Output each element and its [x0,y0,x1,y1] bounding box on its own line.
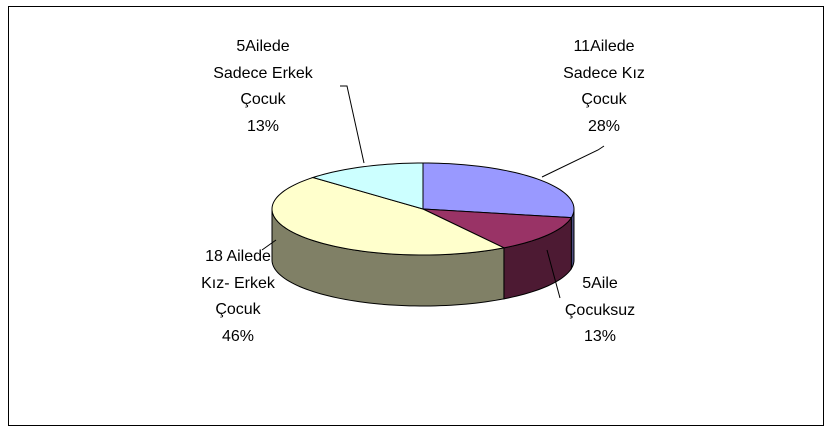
pie-slice [271,176,506,256]
pie [271,162,575,307]
leader-line [546,249,561,299]
data-label: 11Ailede Sadece Kız Çocuk 28% [514,34,694,140]
leader-line [261,239,277,251]
pie-slice [422,162,575,219]
value-label: 13% [246,117,280,135]
pie-slice [311,162,424,210]
value-label: 46% [221,327,255,345]
category-label: 5Aile Çocuksuz [564,275,636,319]
data-label: 5Ailede Sadece Erkek Çocuk 13% [173,34,353,140]
category-label: 11Ailede Sadece Kız Çocuk [563,38,645,108]
value-label: 28% [587,117,621,135]
data-label: 5Aile Çocuksuz 13% [510,271,690,351]
category-label: 5Ailede Sadece Erkek Çocuk [213,38,313,108]
value-label: 13% [583,328,617,345]
leader-line [340,85,365,164]
category-label: 18 Ailede Kız- Erkek Çocuk [201,248,275,318]
pie-slice [422,208,573,249]
leader-lines [261,85,605,299]
data-label: 18 Ailede Kız- Erkek Çocuk 46% [148,244,328,350]
leader-line [541,145,605,178]
